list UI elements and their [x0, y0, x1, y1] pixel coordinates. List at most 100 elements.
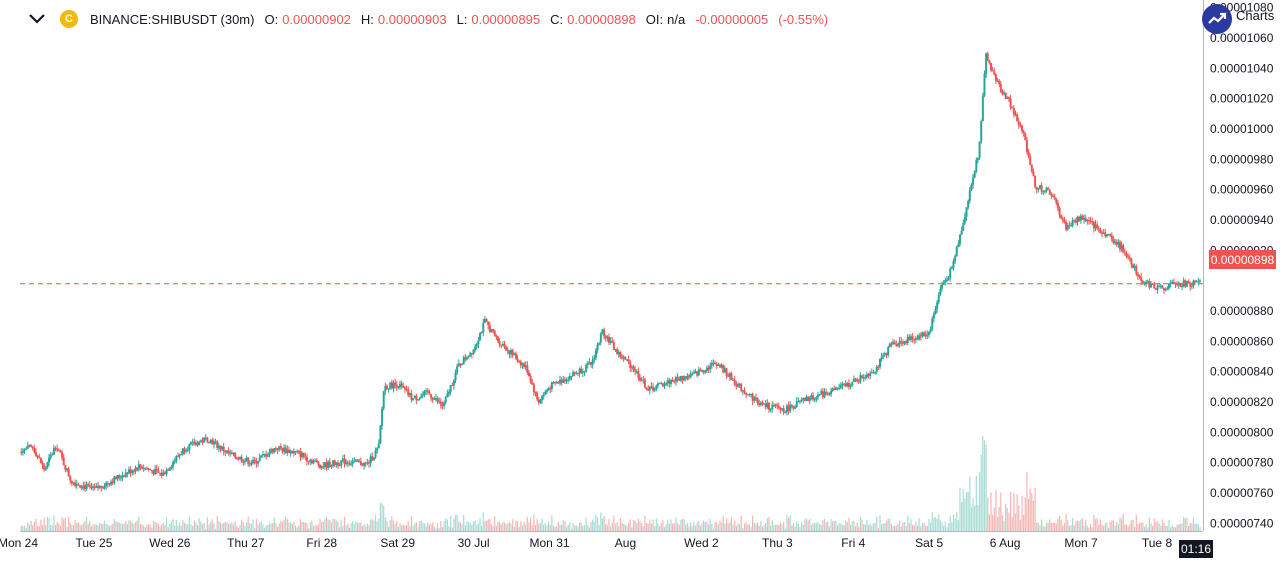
volume-bar: [319, 518, 321, 531]
volume-bar: [766, 518, 768, 531]
candle: [265, 450, 268, 460]
candle: [111, 478, 114, 485]
candle: [781, 407, 784, 412]
candle: [431, 396, 434, 404]
volume-bar: [1121, 518, 1123, 531]
change-value: -0.00000005: [695, 11, 769, 27]
volume-bar: [805, 518, 808, 531]
candle-body: [511, 350, 514, 356]
chevron-down-icon[interactable]: [20, 0, 54, 38]
volume-bar: [796, 521, 798, 531]
volume-bar: [92, 524, 94, 531]
candle-body: [434, 398, 437, 400]
volume-bar: [1114, 525, 1116, 531]
candle-body: [722, 364, 725, 373]
candle: [854, 377, 857, 383]
candle: [301, 451, 304, 460]
candle-body: [826, 392, 829, 395]
candle-body: [162, 472, 165, 476]
candle-body: [320, 466, 323, 469]
current-price-badge: 0.00000898: [1209, 250, 1276, 269]
candle-body: [753, 397, 756, 401]
volume-bar: [291, 524, 293, 531]
volume-bar: [352, 521, 354, 531]
volume-bar: [1065, 514, 1067, 531]
candle: [415, 393, 418, 405]
volume-bar: [489, 518, 491, 531]
volume-bar: [580, 522, 582, 531]
volume-bar: [801, 521, 803, 531]
volume-bar: [551, 515, 553, 531]
candle-body: [590, 362, 593, 365]
volume-bar: [557, 521, 559, 531]
volume-bar: [481, 525, 483, 531]
volume-bar: [476, 525, 478, 531]
volume-bar: [1050, 522, 1053, 531]
volume-bar: [259, 522, 261, 531]
candle: [639, 373, 642, 382]
candle: [1006, 96, 1009, 99]
volume-bar: [273, 517, 275, 531]
candle: [663, 381, 666, 390]
candle: [354, 459, 357, 463]
volume-bar: [907, 516, 909, 531]
candle-body: [852, 378, 855, 382]
candle-body: [963, 216, 966, 224]
candle-body: [461, 364, 464, 366]
candle-body: [1004, 92, 1007, 99]
candle: [322, 461, 325, 470]
volume-bar: [334, 519, 336, 531]
symbol-label[interactable]: BINANCE:SHIBUSDT (30m): [90, 11, 255, 27]
volume-bar: [925, 525, 927, 531]
candle: [142, 464, 145, 472]
volume-bar: [582, 525, 584, 531]
candle: [544, 389, 547, 396]
candle-body: [1070, 225, 1073, 227]
candle: [273, 448, 276, 454]
candle: [54, 446, 57, 452]
candle-body: [1037, 188, 1040, 190]
candle: [836, 387, 839, 391]
candle-body: [833, 388, 836, 390]
candle-body: [426, 390, 429, 392]
candle: [126, 471, 129, 478]
candle-body: [699, 369, 702, 372]
tradingview-logo-icon[interactable]: [1202, 4, 1232, 34]
volume-bar: [685, 524, 687, 531]
candle: [712, 359, 715, 367]
candle-body: [1084, 218, 1087, 222]
candle: [645, 387, 648, 391]
candle-body: [506, 350, 509, 352]
candle: [57, 448, 60, 452]
volume-bar: [1140, 522, 1142, 531]
volume-bar: [1057, 518, 1059, 531]
candle: [1194, 279, 1197, 285]
volume-bar: [397, 526, 399, 531]
candle: [335, 461, 338, 468]
volume-bar: [944, 521, 946, 531]
candle: [612, 339, 615, 350]
volume-bar: [933, 518, 935, 531]
candle: [1011, 106, 1014, 109]
candle: [319, 463, 322, 470]
candle: [823, 388, 826, 399]
candle: [833, 385, 836, 391]
candle-body: [563, 379, 566, 382]
volume-bar: [1143, 526, 1146, 531]
candle-body: [1167, 283, 1170, 289]
candle: [733, 375, 736, 387]
candle-body: [949, 268, 952, 278]
candle-body: [1156, 286, 1159, 290]
candle: [501, 341, 504, 347]
volume-bar: [286, 519, 288, 531]
volume-bar: [1011, 517, 1013, 531]
candle: [807, 396, 810, 402]
candle: [617, 349, 620, 358]
volume-bar: [485, 520, 488, 531]
candle-body: [52, 447, 55, 455]
candle-body: [163, 472, 166, 475]
candle-body: [1052, 195, 1055, 197]
candle: [616, 347, 619, 355]
volume-bar: [1184, 518, 1186, 531]
